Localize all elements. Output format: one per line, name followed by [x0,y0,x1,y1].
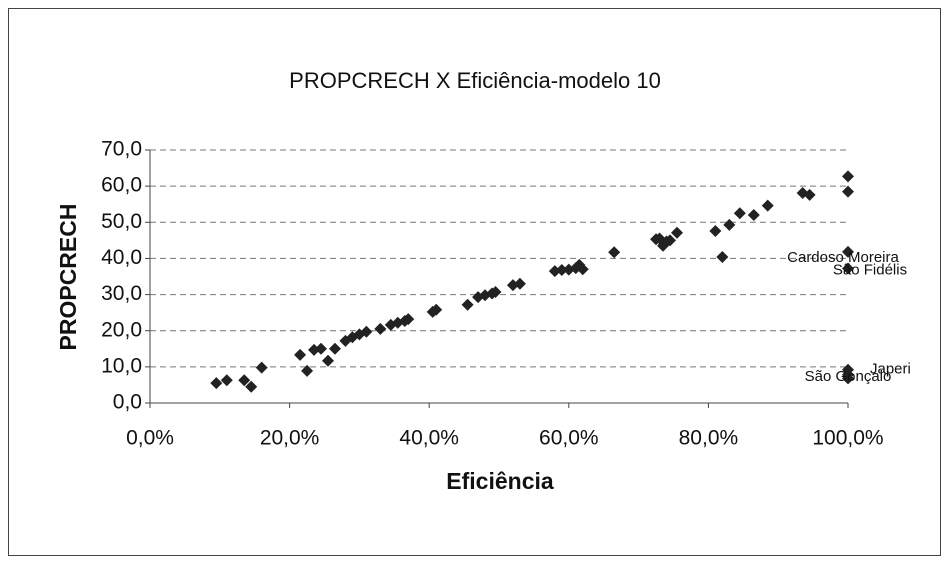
chart-border [8,8,941,556]
point [842,170,854,183]
point [709,224,722,237]
x-tick-label: 60,0% [539,427,599,450]
point [374,322,387,335]
point [301,364,314,377]
point [716,250,729,263]
annotation: São Fidélis [833,262,907,279]
y-tick-label: 0,0 [113,391,142,414]
point [664,234,677,247]
point [315,342,328,355]
x-tick-label: 100,0% [812,427,883,450]
point [210,377,223,390]
y-tick-label: 10,0 [101,354,142,377]
x-tick-label: 0,0% [126,427,174,450]
y-axis-label: PROPCRECH [55,204,81,351]
point [402,313,415,326]
y-tick-label: 20,0 [101,318,142,341]
point [321,354,334,367]
x-tick-label: 40,0% [399,427,459,450]
point [555,263,568,276]
point [747,209,760,222]
point [761,199,774,212]
annotation: São Gonçalo [805,368,892,385]
point [803,188,816,201]
point [238,374,251,387]
point [430,303,443,316]
point [576,263,589,276]
point [670,226,683,239]
point [220,374,233,387]
point [360,325,373,338]
point [723,218,736,231]
point [294,348,307,361]
point [513,277,526,290]
y-tick-label: 70,0 [101,138,142,161]
point [255,361,268,374]
x-tick-label: 20,0% [260,427,320,450]
point [842,245,854,258]
point [328,342,341,355]
y-tick-label: 60,0 [101,174,142,197]
point [245,380,258,393]
x-tick-label: 80,0% [679,427,739,450]
y-tick-label: 50,0 [101,210,142,233]
point [733,207,746,220]
point [461,298,474,311]
point [608,246,621,259]
annotation: Japeri [870,361,911,378]
point [489,286,502,299]
chart-title: PROPCRECH X Eficiência-modelo 10 [289,68,661,93]
point [842,262,854,275]
annotation: Cardoso Moreira [787,249,899,266]
point [842,185,854,198]
x-axis-label: Eficiência [446,468,554,494]
y-tick-label: 30,0 [101,282,142,305]
point [842,372,854,385]
y-tick-label: 40,0 [101,246,142,269]
